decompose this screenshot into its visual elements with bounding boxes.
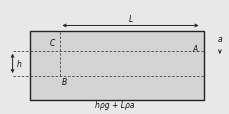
Text: C: C — [49, 39, 55, 48]
Text: A: A — [192, 45, 198, 53]
Text: hρg + Lρa: hρg + Lρa — [95, 101, 134, 109]
Text: h: h — [17, 59, 22, 68]
Text: a: a — [218, 34, 222, 43]
Text: B: B — [62, 77, 67, 86]
Bar — [30, 32, 204, 100]
Text: L: L — [128, 14, 133, 23]
